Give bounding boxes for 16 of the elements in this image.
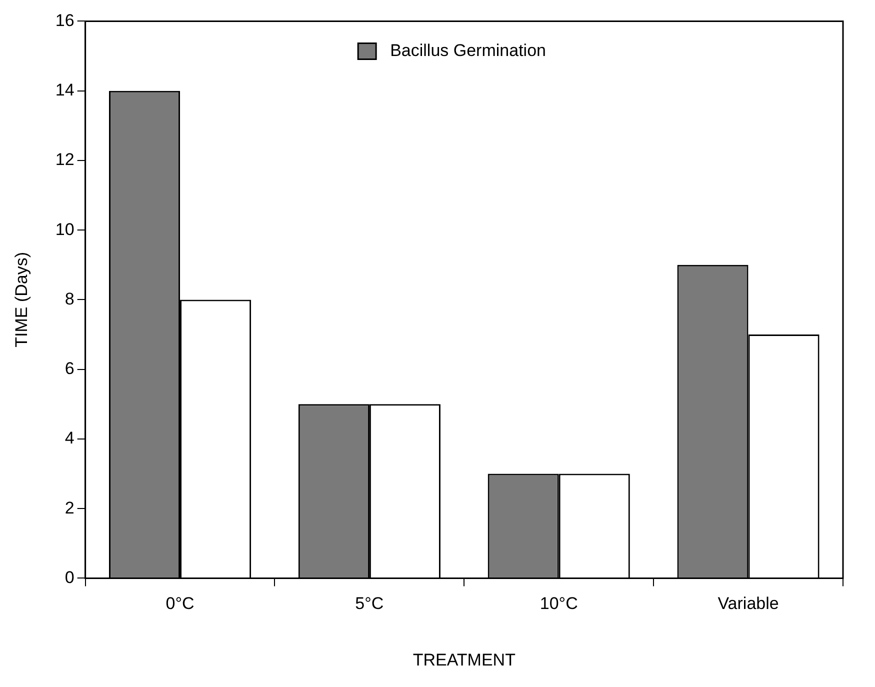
y-tick-label: 10 [55,220,74,239]
legend-label: Bacillus Germination [390,40,546,60]
x-tick-label: 0°C [166,594,194,614]
y-tick-label: 6 [64,359,74,378]
y-tick-label: 2 [64,498,74,518]
y-tick-label: 0 [64,568,74,587]
y-tick-label: 16 [55,10,74,30]
x-tick-label: 10°C [540,594,578,614]
x-tick-label: 5°C [355,594,384,614]
y-tick-label: 14 [55,80,74,100]
y-tick-label: 12 [55,150,74,170]
y-tick-label: 8 [64,289,74,308]
x-axis-title: TREATMENT [412,650,516,670]
x-tick-label: Variable [718,594,779,614]
y-tick-label: 4 [64,428,74,448]
y-axis-title: TIME (Days) [12,252,31,348]
